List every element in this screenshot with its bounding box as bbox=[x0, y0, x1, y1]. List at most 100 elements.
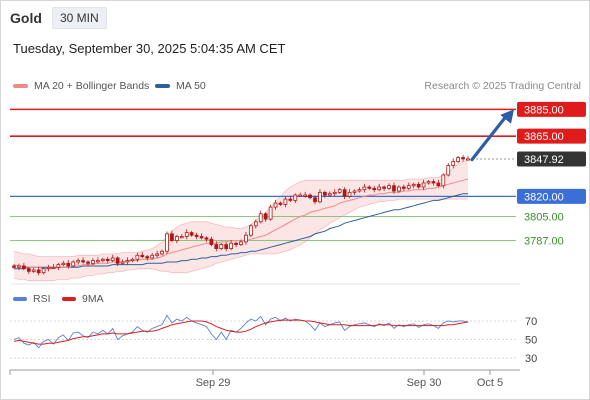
rsi-ma9-line bbox=[13, 319, 469, 345]
candle bbox=[86, 260, 90, 266]
candle bbox=[367, 185, 372, 190]
legend-bollinger-label: MA 20 + Bollinger Bands bbox=[34, 80, 150, 92]
rsi-tick-30: 30 bbox=[525, 353, 537, 365]
candle-body bbox=[150, 254, 155, 259]
candle bbox=[12, 264, 16, 269]
candle-body bbox=[273, 202, 278, 208]
resistance-value-3865.00: 3865.00 bbox=[524, 131, 564, 143]
candle bbox=[66, 260, 71, 269]
rsi-tick-50: 50 bbox=[525, 335, 537, 347]
arrow-shaft bbox=[470, 112, 510, 162]
candle-body bbox=[125, 260, 130, 263]
candle bbox=[51, 264, 56, 269]
resistance-value-3885.00: 3885.00 bbox=[524, 104, 564, 116]
ma50-line bbox=[14, 193, 468, 270]
candle bbox=[115, 256, 120, 266]
candle-body bbox=[194, 234, 199, 237]
candle-body bbox=[461, 157, 465, 160]
candle bbox=[140, 252, 145, 259]
candle bbox=[91, 258, 95, 265]
candle-body bbox=[253, 221, 258, 227]
candle-body bbox=[189, 232, 194, 236]
support-value-3787.00: 3787.00 bbox=[524, 236, 564, 248]
candle bbox=[184, 229, 189, 240]
candle-body bbox=[382, 186, 386, 189]
candle-body bbox=[441, 174, 446, 187]
candle bbox=[342, 187, 347, 200]
header-bar: Gold 30 MIN bbox=[0, 0, 590, 38]
candle bbox=[135, 252, 140, 262]
candle-body bbox=[81, 260, 85, 263]
candle-body bbox=[327, 193, 332, 196]
candle bbox=[426, 180, 431, 185]
candle bbox=[362, 183, 367, 193]
candle-body bbox=[199, 236, 204, 239]
candle-body bbox=[436, 182, 441, 187]
candle bbox=[224, 242, 229, 252]
candle-body bbox=[288, 198, 293, 201]
candle bbox=[397, 185, 401, 193]
candle bbox=[387, 183, 391, 190]
candle-body bbox=[387, 185, 391, 189]
candle-body bbox=[229, 242, 234, 249]
candle bbox=[347, 189, 352, 198]
ma50-swatch bbox=[155, 84, 170, 89]
candle bbox=[372, 185, 377, 193]
candle bbox=[219, 242, 224, 251]
candle-body bbox=[347, 191, 352, 197]
candle bbox=[209, 236, 214, 247]
candle bbox=[421, 179, 426, 190]
candle bbox=[392, 182, 396, 194]
candle-body bbox=[258, 213, 263, 223]
candle-body bbox=[308, 194, 312, 199]
candle-body bbox=[31, 269, 36, 272]
candle-body bbox=[155, 253, 159, 256]
candle-body bbox=[367, 186, 372, 189]
candle-body bbox=[278, 202, 283, 205]
candle-body bbox=[66, 262, 71, 267]
candle bbox=[214, 241, 219, 252]
candle bbox=[199, 233, 204, 240]
candle bbox=[155, 250, 159, 258]
candle bbox=[288, 195, 293, 203]
candle bbox=[100, 257, 105, 263]
candle-body bbox=[110, 257, 115, 262]
candle bbox=[318, 189, 322, 204]
resistance-tag-3865.00 bbox=[517, 128, 586, 144]
trend-arrow bbox=[470, 109, 514, 162]
rsi-panel: 70 50 30 bbox=[10, 314, 537, 365]
candle-body bbox=[214, 244, 219, 249]
candle bbox=[125, 257, 130, 265]
candle bbox=[150, 252, 155, 260]
candle bbox=[253, 219, 258, 229]
candle-body bbox=[51, 266, 56, 269]
candle-body bbox=[100, 258, 105, 262]
candle bbox=[105, 256, 110, 264]
candle-body bbox=[318, 191, 322, 203]
candle-body bbox=[323, 191, 327, 196]
candle bbox=[456, 155, 461, 164]
candle-body bbox=[56, 264, 61, 268]
candle-body bbox=[401, 186, 406, 189]
candle bbox=[377, 183, 382, 192]
candle-body bbox=[411, 183, 416, 187]
candle-body bbox=[466, 158, 470, 161]
candle-body bbox=[303, 194, 308, 197]
candle bbox=[278, 201, 283, 207]
candle bbox=[21, 262, 26, 271]
timestamp: Tuesday, September 30, 2025 5:04:35 AM C… bbox=[13, 41, 286, 56]
timeframe-button[interactable]: 30 MIN bbox=[52, 7, 107, 29]
candle bbox=[411, 182, 416, 189]
candle bbox=[431, 179, 436, 186]
research-credit: Research © 2025 Trading Central bbox=[424, 80, 581, 92]
candle-body bbox=[165, 233, 169, 252]
candle-body bbox=[170, 233, 174, 241]
candle bbox=[96, 257, 100, 264]
candle bbox=[293, 193, 298, 204]
bollinger-swatch bbox=[13, 84, 28, 89]
candle bbox=[298, 192, 303, 197]
candle bbox=[446, 163, 451, 177]
candle-body bbox=[209, 238, 214, 245]
candle bbox=[466, 155, 470, 161]
